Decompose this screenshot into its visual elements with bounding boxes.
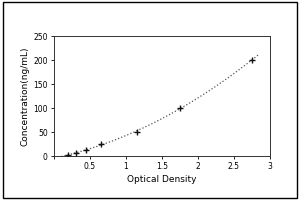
X-axis label: Optical Density: Optical Density <box>127 175 197 184</box>
Y-axis label: Concentration(ng/mL): Concentration(ng/mL) <box>20 46 29 146</box>
